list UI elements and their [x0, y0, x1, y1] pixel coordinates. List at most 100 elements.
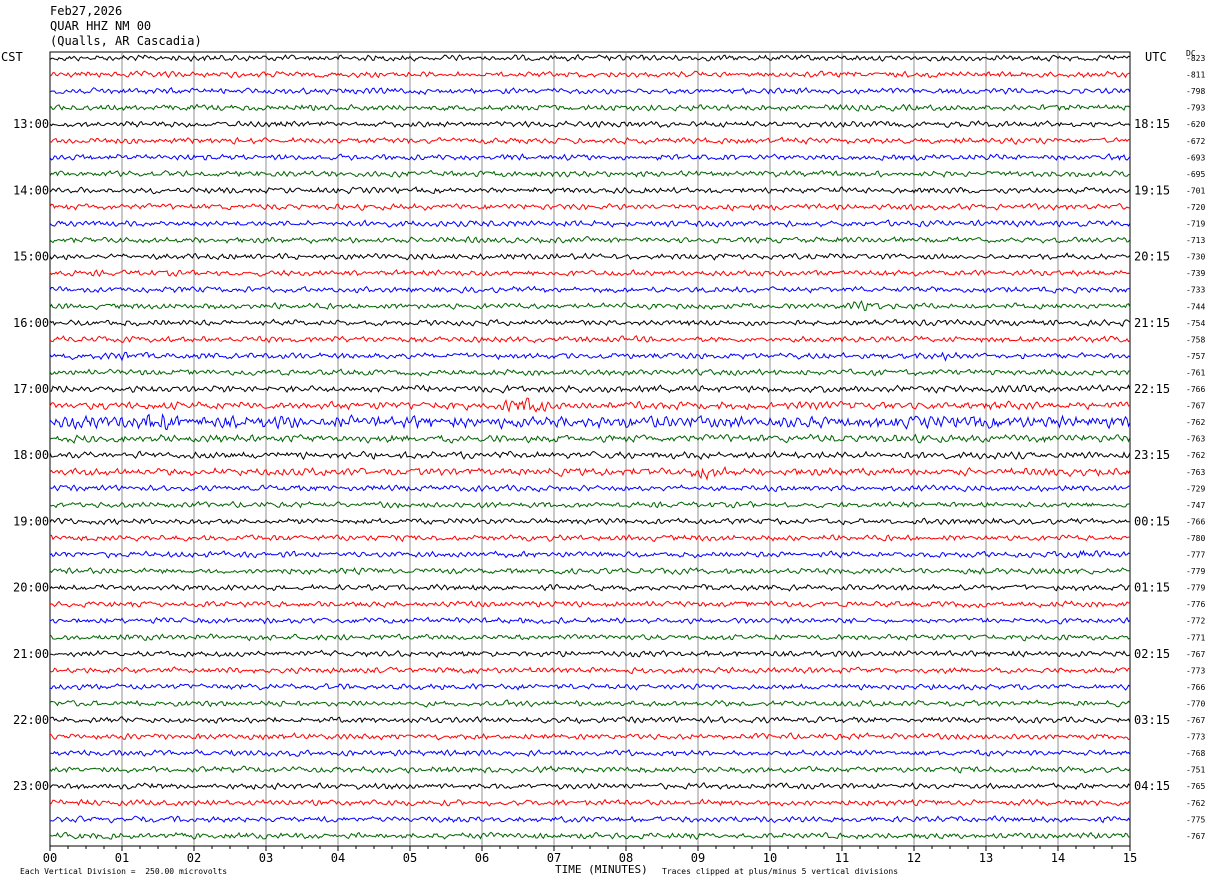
trace-row-23: [49, 433, 1131, 445]
trace-row-45: [49, 798, 1131, 807]
left-hour-label: 21:00: [13, 647, 49, 661]
dc-offset-label: -765: [1186, 782, 1205, 791]
trace-row-29: [49, 534, 1131, 543]
left-hour-label: 19:00: [13, 514, 49, 528]
trace-row-19: [49, 368, 1131, 377]
right-hour-label: 04:15: [1134, 779, 1170, 793]
dc-offset-label: -772: [1186, 617, 1205, 626]
dc-offset-label: -758: [1186, 335, 1205, 344]
dc-offset-label: -767: [1186, 402, 1205, 411]
left-hour-label: 22:00: [13, 713, 49, 727]
x-tick-label: 10: [763, 851, 777, 865]
dc-offset-label: -779: [1186, 584, 1205, 593]
trace-row-16: [49, 318, 1131, 327]
dc-offset-label: -766: [1186, 385, 1205, 394]
dc-offset-label: -771: [1186, 633, 1205, 642]
dc-offset-label: -754: [1186, 319, 1205, 328]
trace-row-7: [49, 169, 1131, 178]
right-hour-label: 20:15: [1134, 250, 1170, 264]
trace-row-10: [49, 219, 1131, 228]
trace-row-32: [49, 583, 1131, 592]
dc-offset-label: -776: [1186, 600, 1205, 609]
trace-row-37: [49, 666, 1130, 675]
trace-row-43: [49, 765, 1131, 774]
trace-row-41: [49, 732, 1131, 741]
right-hour-label: 18:15: [1134, 117, 1170, 131]
x-tick-label: 05: [403, 851, 417, 865]
right-hour-label: 00:15: [1134, 514, 1170, 528]
dc-offset-label: -766: [1186, 517, 1205, 526]
station-code: QUAR HHZ NM 00: [50, 19, 152, 33]
dc-offset-label: -757: [1186, 352, 1205, 361]
trace-row-39: [49, 699, 1131, 708]
trace-row-27: [49, 500, 1131, 509]
trace-row-20: [50, 384, 1131, 394]
right-hour-label: 19:15: [1134, 183, 1170, 197]
trace-row-31: [49, 567, 1131, 576]
trace-row-38: [49, 682, 1131, 691]
right-hour-label: 01:15: [1134, 581, 1170, 595]
x-axis-title: TIME (MINUTES): [555, 863, 648, 876]
dc-offset-label: -762: [1186, 418, 1205, 427]
left-hour-label: 17:00: [13, 382, 49, 396]
trace-row-9: [49, 202, 1131, 212]
trace-row-5: [49, 136, 1131, 146]
x-tick-label: 04: [331, 851, 345, 865]
x-tick-label: 08: [619, 851, 633, 865]
clip-note: Traces clipped at plus/minus 5 vertical …: [662, 867, 899, 876]
trace-row-11: [49, 235, 1131, 245]
dc-offset-label: -695: [1186, 170, 1205, 179]
trace-row-28: [49, 517, 1131, 526]
trace-row-33: [49, 600, 1130, 609]
dc-offset-label: -811: [1186, 71, 1205, 80]
trace-row-4: [49, 120, 1131, 129]
x-tick-label: 02: [187, 851, 201, 865]
trace-row-17: [49, 335, 1131, 344]
trace-row-44: [49, 782, 1131, 791]
x-tick-label: 03: [259, 851, 273, 865]
trace-row-6: [49, 153, 1131, 161]
record-date: Feb27,2026: [50, 4, 123, 18]
x-tick-label: 15: [1123, 851, 1137, 865]
plot-frame: [49, 51, 1131, 847]
dc-offset-label: -767: [1186, 832, 1205, 841]
dc-offset-label: -719: [1186, 220, 1205, 229]
dc-offset-label: -768: [1186, 749, 1205, 758]
dc-offset-label: -713: [1186, 236, 1205, 245]
trace-row-47: [49, 831, 1131, 840]
trace-row-8: [49, 186, 1131, 195]
station-location: (Qualls, AR Cascadia): [50, 34, 202, 48]
trace-row-26: [49, 484, 1131, 493]
trace-row-34: [49, 616, 1131, 625]
x-tick-label: 12: [907, 851, 921, 865]
x-tick-label: 00: [43, 851, 57, 865]
dc-offset-label: -763: [1186, 468, 1205, 477]
x-tick-label: 14: [1051, 851, 1065, 865]
right-hour-label: 23:15: [1134, 448, 1170, 462]
trace-row-40: [49, 715, 1131, 725]
dc-offset-label: -744: [1186, 302, 1205, 311]
dc-offset-label: -780: [1186, 534, 1205, 543]
dc-offset-label: -672: [1186, 137, 1205, 146]
left-hour-label: 13:00: [13, 117, 49, 131]
dc-offset-label: -767: [1186, 650, 1205, 659]
scale-note: Each Vertical Division = 250.00 microvol…: [20, 867, 228, 876]
left-hour-label: 20:00: [13, 581, 49, 595]
dc-offset-label: -701: [1186, 186, 1205, 195]
dc-offset-header: DC: [1186, 49, 1196, 58]
x-tick-label: 09: [691, 851, 705, 865]
dc-offset-label: -762: [1186, 799, 1205, 808]
left-hour-label: 15:00: [13, 250, 49, 264]
trace-row-25: [49, 465, 1131, 482]
right-hour-label: 21:15: [1134, 316, 1170, 330]
x-tick-label: 06: [475, 851, 489, 865]
trace-row-24: [49, 450, 1131, 461]
x-tick-label: 13: [979, 851, 993, 865]
right-timezone-label: UTC: [1145, 50, 1167, 64]
trace-row-3: [49, 103, 1131, 112]
dc-offset-label: -729: [1186, 484, 1205, 493]
right-hour-label: 03:15: [1134, 713, 1170, 727]
trace-row-1: [49, 70, 1131, 79]
trace-row-35: [49, 633, 1131, 642]
